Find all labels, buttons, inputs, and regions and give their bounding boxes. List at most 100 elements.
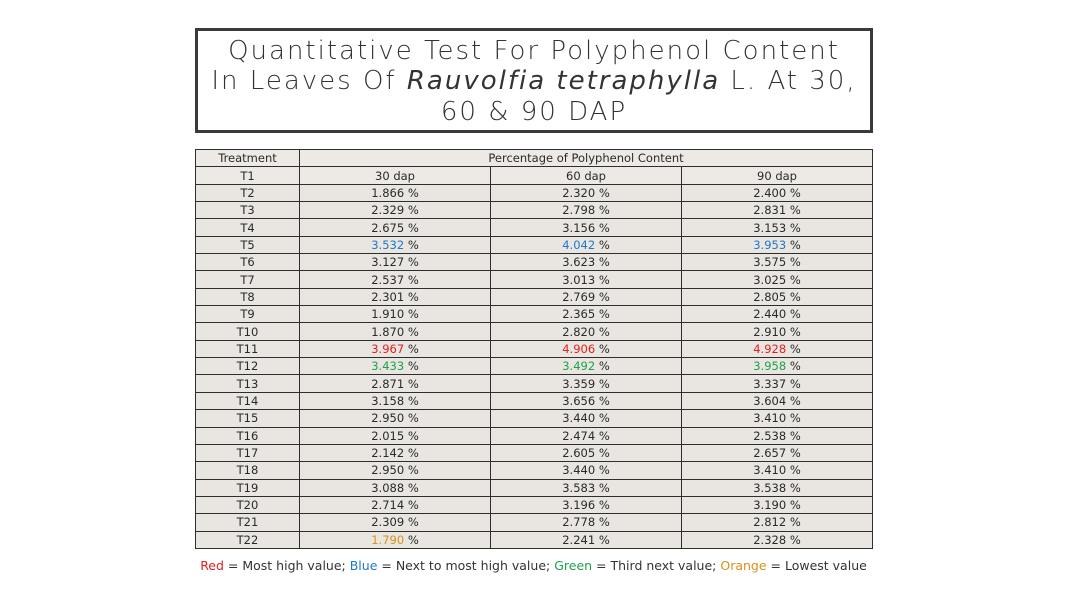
value-unit: %	[786, 289, 801, 304]
value-unit: %	[595, 341, 610, 356]
value-cell: 3.953 %	[680, 235, 874, 255]
value-unit: %	[595, 463, 610, 478]
subheader-60-dap: 60 dap	[490, 166, 682, 185]
value-unit: %	[595, 498, 610, 513]
value-number: 3.433	[371, 359, 405, 374]
treatment-cell: T19	[195, 478, 300, 497]
table-row: T7 2.537 % 3.013 % 3.025 %	[195, 270, 874, 289]
value-number: 2.798	[562, 203, 596, 218]
value-cell: 3.013 %	[490, 270, 682, 289]
treatment-cell: T17	[195, 443, 300, 463]
value-number: 1.910	[371, 307, 405, 322]
table-row: T17 2.142 % 2.605 % 2.657 %	[195, 443, 874, 463]
value-cell: 3.127 %	[299, 253, 491, 272]
value-cell: 3.440 %	[490, 461, 682, 480]
value-unit: %	[595, 428, 610, 443]
value-unit: %	[404, 220, 419, 235]
value-number: 2.714	[371, 498, 405, 513]
value-cell: 2.142 %	[299, 443, 491, 463]
value-cell: 2.657 %	[680, 443, 874, 463]
value-cell: 2.714 %	[299, 495, 491, 515]
value-unit: %	[404, 237, 419, 252]
value-number: 3.492	[562, 359, 596, 374]
value-number: 3.583	[562, 480, 596, 495]
legend-red-text: = Most high value;	[223, 558, 350, 573]
value-unit: %	[404, 185, 419, 200]
value-unit: %	[404, 203, 419, 218]
value-number: 1.866	[371, 185, 405, 200]
legend-red-word: Red	[200, 558, 224, 573]
value-number: 3.967	[371, 341, 405, 356]
value-unit: %	[786, 237, 801, 252]
title-line-2-pre: In Leaves Of	[211, 66, 407, 97]
treatment-cell: T1	[195, 166, 300, 185]
table-row: T3 2.329 % 2.798 % 2.831 %	[195, 201, 874, 220]
polyphenol-table: Treatment Percentage of Polyphenol Conte…	[195, 148, 874, 550]
value-unit: %	[595, 532, 610, 547]
value-number: 2.309	[371, 515, 405, 530]
value-unit: %	[404, 341, 419, 356]
value-unit: %	[404, 289, 419, 304]
value-cell: 2.798 %	[490, 201, 682, 220]
treatment-cell: T22	[195, 530, 300, 550]
treatment-cell: T7	[195, 270, 300, 289]
value-cell: 3.538 %	[680, 478, 874, 497]
value-number: 3.337	[753, 376, 787, 391]
value-number: 3.013	[562, 272, 596, 287]
value-cell: 2.474 %	[490, 426, 682, 445]
value-cell: 2.301 %	[299, 287, 491, 307]
value-cell: 1.870 %	[299, 322, 491, 341]
value-unit: %	[786, 532, 801, 547]
treatment-cell: T15	[195, 409, 300, 428]
value-unit: %	[404, 463, 419, 478]
value-cell: 3.967 %	[299, 339, 491, 359]
value-number: 3.440	[562, 411, 596, 426]
value-unit: %	[786, 498, 801, 513]
value-number: 3.410	[753, 463, 787, 478]
value-cell: 2.365 %	[490, 305, 682, 324]
value-number: 2.440	[753, 307, 787, 322]
legend-orange-word: Orange	[720, 558, 767, 573]
value-cell: 2.328 %	[680, 530, 874, 550]
value-unit: %	[595, 515, 610, 530]
value-cell: 2.950 %	[299, 409, 491, 428]
table-row: T16 2.015 % 2.474 % 2.538 %	[195, 426, 874, 445]
value-cell: 3.440 %	[490, 409, 682, 428]
value-number: 3.196	[562, 498, 596, 513]
value-unit: %	[404, 359, 419, 374]
treatment-cell: T12	[195, 357, 300, 376]
table-row: T12 3.433 % 3.492 % 3.958 %	[195, 357, 874, 376]
value-unit: %	[404, 446, 419, 461]
value-unit: %	[786, 480, 801, 495]
value-unit: %	[786, 463, 801, 478]
value-unit: %	[786, 185, 801, 200]
title-line-1: Quantitative Test For Polyphenol Content	[228, 35, 840, 66]
value-cell: 2.329 %	[299, 201, 491, 220]
table-row: T6 3.127 % 3.623 % 3.575 %	[195, 253, 874, 272]
value-number: 3.025	[753, 272, 787, 287]
value-cell: 3.958 %	[680, 357, 874, 376]
value-cell: 2.241 %	[490, 530, 682, 550]
value-unit: %	[404, 393, 419, 408]
table-row: T19 3.088 % 3.583 % 3.538 %	[195, 478, 874, 497]
value-number: 2.950	[371, 463, 405, 478]
value-number: 2.805	[753, 289, 787, 304]
title-line-2-post: L. At 30,	[720, 66, 857, 97]
value-cell: 2.910 %	[680, 322, 874, 341]
value-cell: 3.604 %	[680, 391, 874, 411]
value-cell: 3.025 %	[680, 270, 874, 289]
treatment-cell: T9	[195, 305, 300, 324]
title-species-name: Rauvolfia tetraphylla	[406, 66, 721, 97]
value-number: 2.812	[753, 515, 787, 530]
table-row: T15 2.950 % 3.440 % 3.410 %	[195, 409, 874, 428]
value-number: 3.440	[562, 463, 596, 478]
value-number: 2.015	[371, 428, 405, 443]
value-number: 3.953	[753, 237, 787, 252]
table-row: T18 2.950 % 3.440 % 3.410 %	[195, 461, 874, 480]
value-number: 3.359	[562, 376, 596, 391]
table-row: T10 1.870 % 2.820 % 2.910 %	[195, 322, 874, 341]
treatment-cell: T14	[195, 391, 300, 411]
value-unit: %	[404, 255, 419, 270]
value-number: 2.769	[562, 289, 596, 304]
value-unit: %	[786, 376, 801, 391]
